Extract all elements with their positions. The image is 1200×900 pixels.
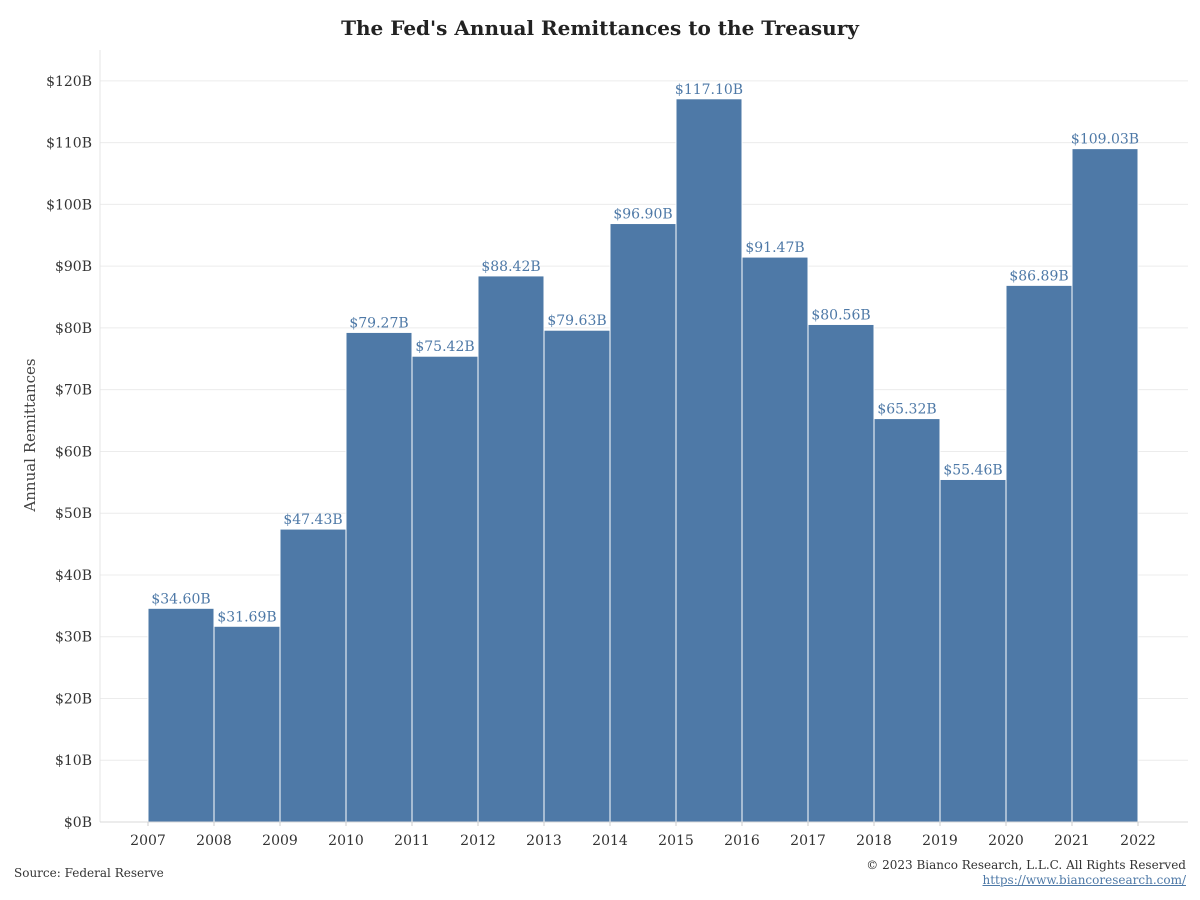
data-labels: $34.60B $31.69B $47.43B $79.27B $75.42B $88.4… <box>151 82 1139 625</box>
axes: $0B $10B $20B $30B $40B $50B $60B $70B $80B $90B $… <box>46 50 1188 849</box>
copyright-notice: © 2023 Bianco Research, L.L.C. All Right… <box>866 858 1186 872</box>
x-tick-label: 2018 <box>856 833 892 849</box>
source-note: Source: Federal Reserve <box>14 866 164 880</box>
bars <box>147 98 1139 823</box>
x-tick-label: 2016 <box>724 833 760 849</box>
bar-2016 <box>741 256 809 823</box>
data-label-2020: $86.89B <box>1009 268 1068 284</box>
data-label-2019: $55.46B <box>943 462 1002 478</box>
y-tick-label: $20B <box>55 691 92 707</box>
data-label-2014: $96.90B <box>613 207 672 223</box>
y-tick-label: $60B <box>55 444 92 460</box>
x-tick-label: 2019 <box>922 833 958 849</box>
x-tick-label: 2013 <box>526 833 562 849</box>
y-tick-label: $10B <box>55 753 92 769</box>
bar-chart: $0B $10B $20B $30B $40B $50B $60B $70B $80B $90B $… <box>21 50 1188 849</box>
y-tick-label: $100B <box>46 197 92 213</box>
bianco-research-link[interactable]: https://www.biancoresearch.com/ <box>982 873 1186 887</box>
bar-2014 <box>609 223 677 823</box>
data-label-2013: $79.63B <box>547 313 606 329</box>
y-tick-label: $120B <box>46 74 92 90</box>
bar-2019 <box>939 478 1007 823</box>
bar-2015 <box>675 98 743 823</box>
data-label-2011: $75.42B <box>415 339 474 355</box>
y-tick-label: $30B <box>55 630 92 646</box>
data-label-2017: $80.56B <box>811 307 870 323</box>
bar-2009 <box>279 528 347 823</box>
x-tick-label: 2014 <box>592 833 628 849</box>
y-tick-label: $50B <box>55 506 92 522</box>
x-tick-label: 2017 <box>790 833 826 849</box>
x-tick-label: 2012 <box>460 833 496 849</box>
x-tick-label: 2008 <box>196 833 232 849</box>
bar-2020 <box>1005 284 1073 823</box>
data-label-2015: $117.10B <box>675 82 743 98</box>
bar-2012 <box>477 275 545 823</box>
x-tick-label: 2010 <box>328 833 364 849</box>
data-label-2009: $47.43B <box>283 512 342 528</box>
x-tick-label: 2009 <box>262 833 298 849</box>
bar-2008 <box>213 625 281 823</box>
y-axis-title: Annual Remittances <box>21 358 39 512</box>
x-tick-label: 2021 <box>1054 833 1090 849</box>
bar-2021 <box>1071 148 1139 823</box>
data-label-2018: $65.32B <box>877 402 936 418</box>
y-tick-label: $40B <box>55 568 92 584</box>
x-tick-label: 2022 <box>1120 833 1156 849</box>
data-label-2021: $109.03B <box>1071 132 1139 148</box>
bar-2011 <box>411 355 479 823</box>
bar-2013 <box>543 329 611 823</box>
data-label-2010: $79.27B <box>349 315 408 331</box>
data-label-2008: $31.69B <box>217 609 276 625</box>
data-label-2012: $88.42B <box>481 259 540 275</box>
y-tick-label: $0B <box>64 815 92 831</box>
chart-title: The Fed's Annual Remittances to the Trea… <box>341 16 859 40</box>
x-tick-label: 2011 <box>394 833 430 849</box>
y-tick-label: $90B <box>55 259 92 275</box>
x-tick-label: 2020 <box>988 833 1024 849</box>
x-tick-label: 2015 <box>658 833 694 849</box>
data-label-2007: $34.60B <box>151 591 210 607</box>
credits: © 2023 Bianco Research, L.L.C. All Right… <box>866 858 1186 888</box>
bar-2018 <box>873 418 941 823</box>
bar-2017 <box>807 323 875 823</box>
data-label-2016: $91.47B <box>745 240 804 256</box>
y-tick-label: $80B <box>55 321 92 337</box>
y-tick-label: $70B <box>55 383 92 399</box>
y-tick-label: $110B <box>46 136 92 152</box>
bar-2010 <box>345 331 413 823</box>
x-tick-label: 2007 <box>130 833 166 849</box>
bar-2007 <box>147 607 215 823</box>
